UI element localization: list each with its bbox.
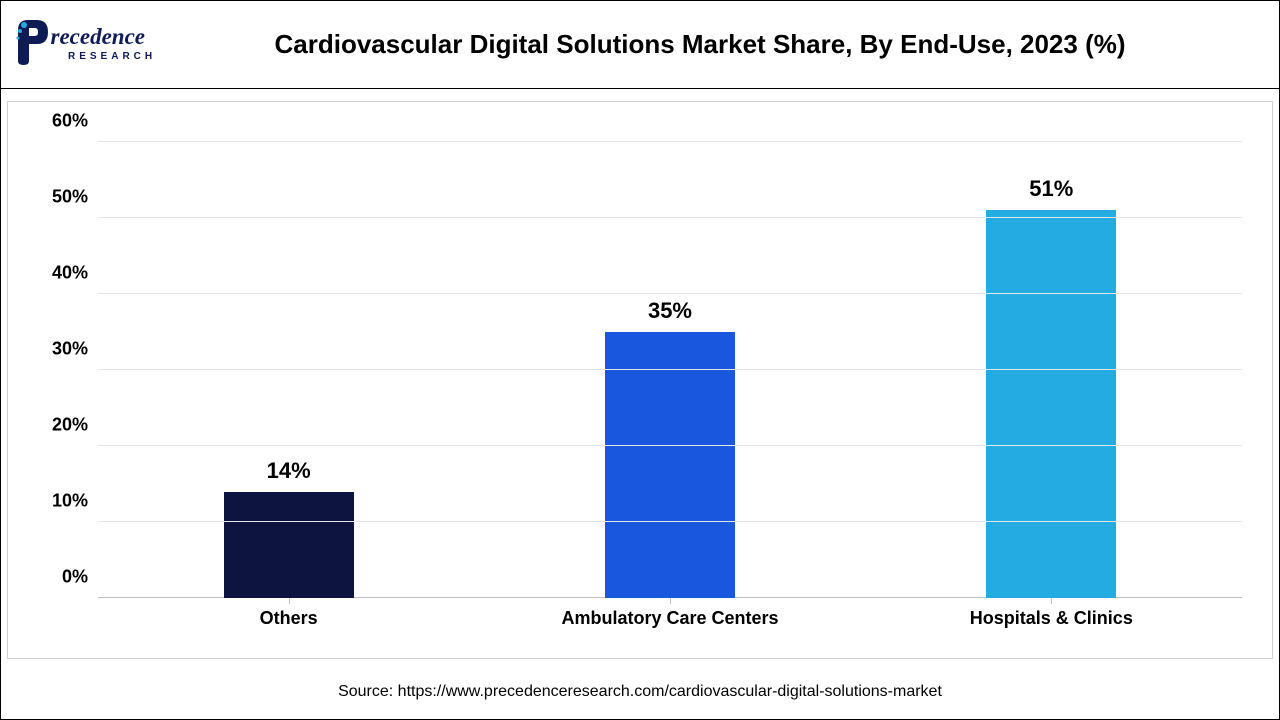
plot-area: 14%Others35%Ambulatory Care Centers51%Ho… xyxy=(98,142,1242,598)
y-axis-tick-label: 60% xyxy=(52,111,88,132)
grid-line xyxy=(98,293,1242,294)
chart-title-wrap: Cardiovascular Digital Solutions Market … xyxy=(223,28,1267,61)
x-axis-tick xyxy=(289,598,290,604)
y-axis-tick-label: 40% xyxy=(52,263,88,284)
chart-title: Cardiovascular Digital Solutions Market … xyxy=(223,28,1177,61)
brand-logo: recedence RESEARCH xyxy=(13,15,223,75)
bar xyxy=(224,492,354,598)
x-axis-category-label: Ambulatory Care Centers xyxy=(561,608,778,629)
y-axis-tick-label: 30% xyxy=(52,339,88,360)
grid-line xyxy=(98,445,1242,446)
y-axis-tick-label: 0% xyxy=(62,567,88,588)
y-axis-tick-label: 10% xyxy=(52,491,88,512)
source-attribution: Source: https://www.precedenceresearch.c… xyxy=(1,683,1279,701)
x-axis-category-label: Others xyxy=(260,608,318,629)
y-axis-tick-label: 50% xyxy=(52,187,88,208)
precedence-logo-icon: recedence RESEARCH xyxy=(13,15,198,75)
grid-line xyxy=(98,141,1242,142)
y-axis-tick-label: 20% xyxy=(52,415,88,436)
x-axis-tick xyxy=(1051,598,1052,604)
bar-group: 35%Ambulatory Care Centers xyxy=(479,142,860,598)
bar-value-label: 35% xyxy=(648,298,692,324)
bar xyxy=(986,210,1116,598)
chart-panel: 14%Others35%Ambulatory Care Centers51%Ho… xyxy=(7,101,1273,659)
chart-container: recedence RESEARCH Cardiovascular Digita… xyxy=(0,0,1280,720)
grid-line xyxy=(98,521,1242,522)
grid-line xyxy=(98,217,1242,218)
bar-group: 14%Others xyxy=(98,142,479,598)
bar-value-label: 14% xyxy=(267,458,311,484)
bar xyxy=(605,332,735,598)
bars-group: 14%Others35%Ambulatory Care Centers51%Ho… xyxy=(98,142,1242,598)
svg-text:RESEARCH: RESEARCH xyxy=(68,51,156,62)
source-prefix: Source: xyxy=(338,683,398,700)
bar-value-label: 51% xyxy=(1029,176,1073,202)
grid-line xyxy=(98,369,1242,370)
source-url: https://www.precedenceresearch.com/cardi… xyxy=(398,683,942,700)
x-axis-tick xyxy=(670,598,671,604)
svg-text:recedence: recedence xyxy=(51,24,146,49)
header: recedence RESEARCH Cardiovascular Digita… xyxy=(1,1,1279,89)
x-axis-category-label: Hospitals & Clinics xyxy=(970,608,1133,629)
bar-group: 51%Hospitals & Clinics xyxy=(861,142,1242,598)
